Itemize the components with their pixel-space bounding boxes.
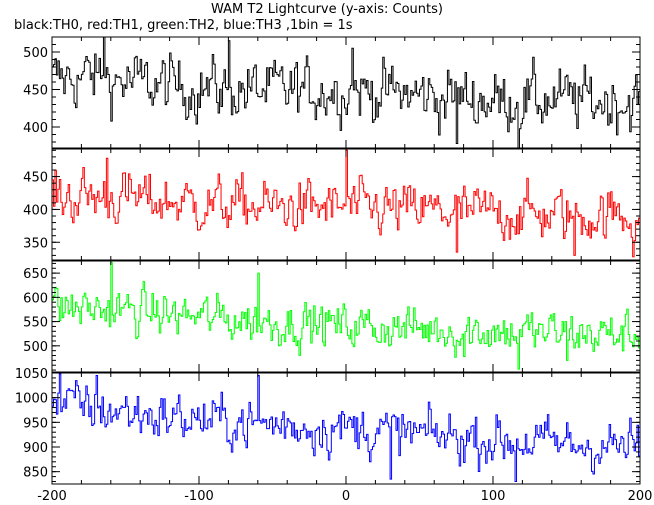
series-line-th3 — [52, 373, 640, 483]
y-tick-label: 1000 — [15, 392, 48, 407]
x-tick-label: 200 — [628, 489, 653, 504]
y-tick-label: 500 — [23, 340, 48, 355]
y-tick-label: 500 — [23, 46, 48, 61]
y-tick-label: 550 — [23, 316, 48, 331]
panel-th2: 500 550 600 650 — [23, 260, 641, 373]
chart-subtitle: black:TH0, red:TH1, green:TH2, blue:TH3 … — [14, 18, 353, 33]
panel-frame — [51, 36, 641, 149]
y-tick-label: 650 — [23, 267, 48, 282]
chart-title: WAM T2 Lightcurve (y-axis: Counts) — [211, 2, 443, 17]
y-tick-label: 850 — [23, 466, 48, 481]
y-tick-label: 400 — [23, 203, 48, 218]
y-tick-label: 450 — [23, 171, 48, 186]
y-tick-label: 350 — [23, 236, 48, 251]
panel-th0: 400 450 500 — [23, 36, 641, 149]
y-tick-label: 950 — [23, 416, 48, 431]
y-tick-label: 400 — [23, 121, 48, 136]
x-tick-label: -200 — [37, 489, 67, 504]
y-tick-label: 450 — [23, 84, 48, 99]
panel-th3: 850 900 950 1000 1050 — [15, 367, 641, 485]
series-line-th0 — [52, 37, 640, 148]
x-tick-label: 100 — [481, 489, 506, 504]
x-tick-label: 0 — [342, 489, 350, 504]
panel-th1: 350 400 450 — [23, 148, 641, 261]
y-tick-label: 900 — [23, 441, 48, 456]
x-tick-label: -100 — [184, 489, 214, 504]
y-tick-label: 600 — [23, 291, 48, 306]
series-line-th2 — [52, 261, 640, 370]
series-line-th1 — [52, 149, 640, 258]
y-tick-label: 1050 — [15, 367, 48, 382]
